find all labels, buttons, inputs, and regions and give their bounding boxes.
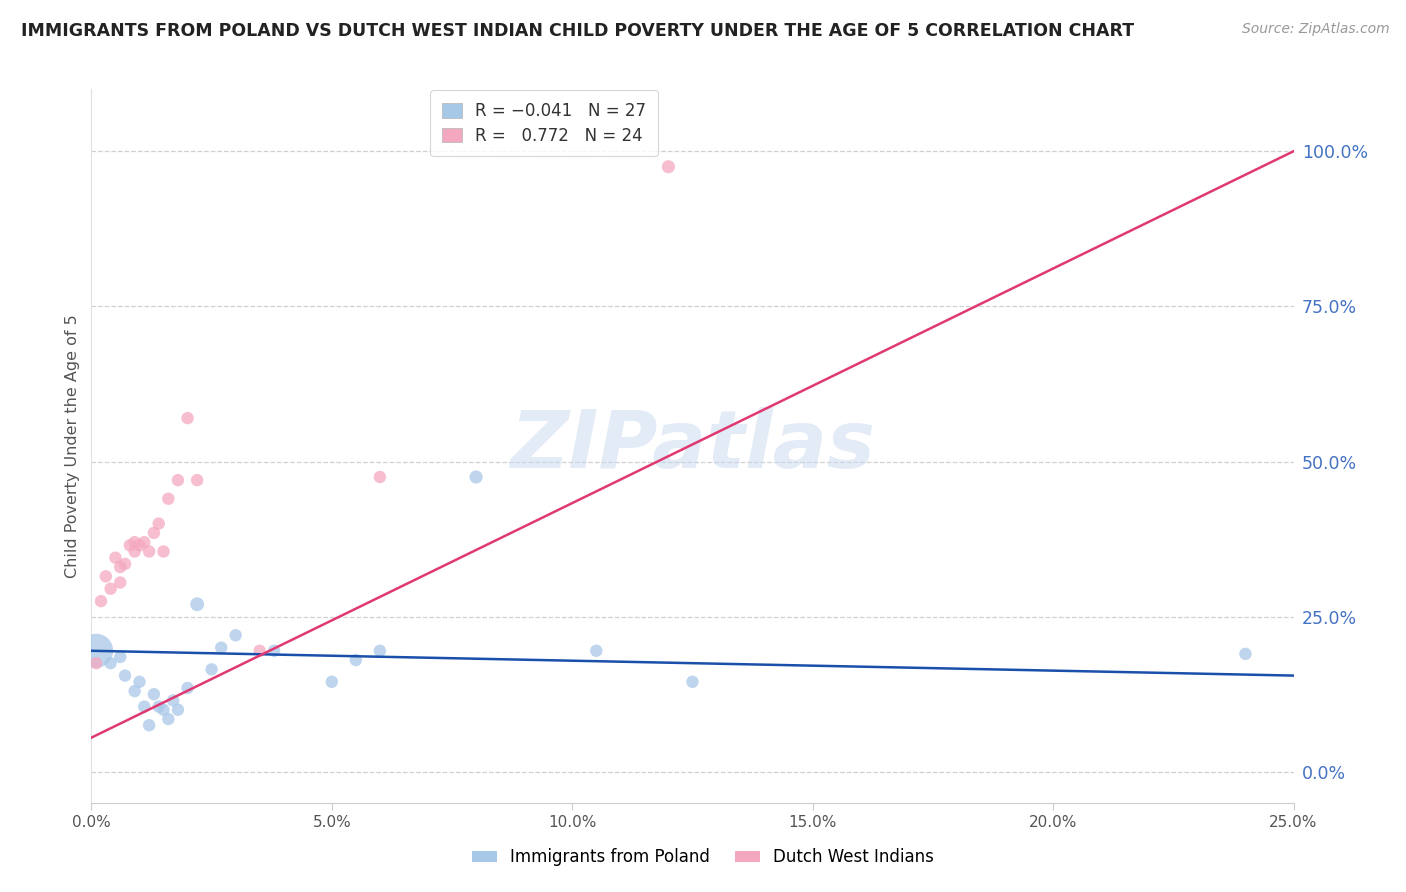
Point bbox=[162, 693, 184, 707]
Point bbox=[209, 640, 232, 655]
Point bbox=[368, 470, 391, 484]
Legend: Immigrants from Poland, Dutch West Indians: Immigrants from Poland, Dutch West India… bbox=[464, 840, 942, 875]
Point bbox=[157, 712, 180, 726]
Point bbox=[124, 535, 146, 549]
Point bbox=[84, 644, 107, 658]
Point bbox=[114, 557, 136, 571]
Point bbox=[148, 516, 170, 531]
Point bbox=[152, 703, 174, 717]
Point bbox=[465, 470, 488, 484]
Text: Source: ZipAtlas.com: Source: ZipAtlas.com bbox=[1241, 22, 1389, 37]
Point bbox=[167, 703, 190, 717]
Point bbox=[344, 653, 367, 667]
Point bbox=[110, 560, 132, 574]
Point bbox=[585, 644, 607, 658]
Point bbox=[657, 160, 679, 174]
Point bbox=[142, 687, 165, 701]
Point bbox=[186, 597, 208, 611]
Point bbox=[128, 674, 150, 689]
Point bbox=[100, 582, 122, 596]
Point bbox=[157, 491, 180, 506]
Point bbox=[1234, 647, 1257, 661]
Legend: R = −0.041   N = 27, R =   0.772   N = 24: R = −0.041 N = 27, R = 0.772 N = 24 bbox=[430, 90, 658, 156]
Point bbox=[110, 575, 132, 590]
Point bbox=[124, 684, 146, 698]
Point bbox=[368, 644, 391, 658]
Point bbox=[84, 656, 107, 670]
Point bbox=[100, 656, 122, 670]
Point bbox=[148, 699, 170, 714]
Point bbox=[134, 535, 156, 549]
Point bbox=[167, 473, 190, 487]
Point bbox=[186, 473, 208, 487]
Point bbox=[263, 644, 285, 658]
Point bbox=[110, 650, 132, 665]
Point bbox=[94, 569, 117, 583]
Point bbox=[142, 525, 165, 540]
Point bbox=[134, 699, 156, 714]
Text: ZIPatlas: ZIPatlas bbox=[510, 407, 875, 485]
Point bbox=[681, 674, 703, 689]
Y-axis label: Child Poverty Under the Age of 5: Child Poverty Under the Age of 5 bbox=[65, 314, 80, 578]
Point bbox=[104, 550, 127, 565]
Point bbox=[176, 681, 198, 695]
Point bbox=[138, 544, 160, 558]
Point bbox=[321, 674, 343, 689]
Point bbox=[128, 538, 150, 552]
Point bbox=[225, 628, 247, 642]
Text: IMMIGRANTS FROM POLAND VS DUTCH WEST INDIAN CHILD POVERTY UNDER THE AGE OF 5 COR: IMMIGRANTS FROM POLAND VS DUTCH WEST IND… bbox=[21, 22, 1135, 40]
Point bbox=[138, 718, 160, 732]
Point bbox=[118, 538, 141, 552]
Point bbox=[124, 544, 146, 558]
Point bbox=[176, 411, 198, 425]
Point bbox=[201, 662, 224, 676]
Point bbox=[152, 544, 174, 558]
Point bbox=[249, 644, 271, 658]
Point bbox=[90, 594, 112, 608]
Point bbox=[114, 668, 136, 682]
